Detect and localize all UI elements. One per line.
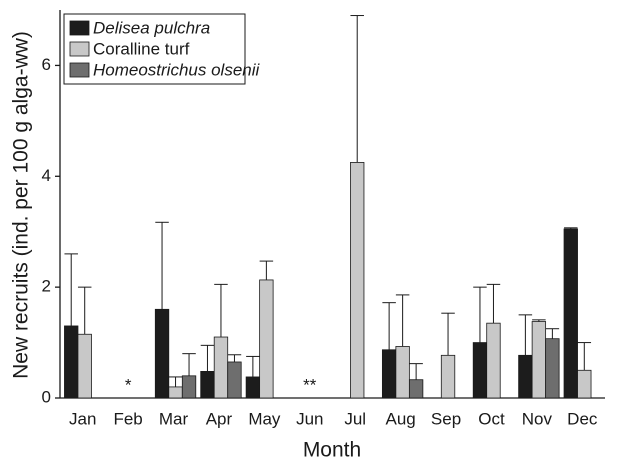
x-tick-label: Mar bbox=[159, 409, 189, 428]
x-tick-label: Aug bbox=[386, 409, 416, 428]
legend-swatch bbox=[69, 41, 90, 57]
bar bbox=[77, 333, 92, 399]
x-tick-label: Jan bbox=[69, 409, 96, 428]
legend-swatch bbox=[69, 62, 90, 78]
y-tick-label: 6 bbox=[42, 55, 51, 74]
bar bbox=[154, 308, 170, 399]
y-axis-label: New recruits (ind. per 100 g alga-ww) bbox=[10, 31, 33, 379]
y-tick-label: 0 bbox=[42, 387, 51, 406]
legend-label: Delisea pulchra bbox=[93, 18, 210, 37]
bar bbox=[577, 369, 592, 399]
bar bbox=[200, 370, 215, 399]
bar bbox=[563, 228, 578, 399]
bar bbox=[227, 361, 242, 399]
bar bbox=[245, 376, 261, 399]
legend-label: Coralline turf bbox=[93, 39, 190, 58]
annotation: * bbox=[125, 375, 132, 394]
y-tick-label: 4 bbox=[42, 166, 51, 185]
legend-label: Homeostrichus olsenii bbox=[93, 60, 261, 79]
x-tick-label: Oct bbox=[478, 409, 505, 428]
y-tick-label: 2 bbox=[42, 277, 51, 296]
bar bbox=[440, 354, 456, 399]
bar bbox=[168, 386, 183, 399]
x-tick-label: Nov bbox=[522, 409, 553, 428]
x-tick-label: Jun bbox=[296, 409, 323, 428]
bar bbox=[408, 379, 424, 399]
bar bbox=[213, 336, 229, 399]
x-tick-label: May bbox=[248, 409, 281, 428]
bar bbox=[181, 375, 197, 399]
x-axis-label: Month bbox=[303, 439, 361, 462]
bar bbox=[395, 346, 410, 399]
bar bbox=[350, 162, 365, 399]
bar bbox=[472, 342, 488, 399]
x-tick-label: Dec bbox=[567, 409, 598, 428]
bar bbox=[531, 321, 547, 399]
x-tick-label: Apr bbox=[206, 409, 233, 428]
bar bbox=[64, 325, 79, 399]
bar bbox=[518, 354, 533, 399]
x-tick-label: Feb bbox=[113, 409, 142, 428]
x-tick-label: Jul bbox=[344, 409, 366, 428]
bar bbox=[381, 349, 397, 399]
legend-swatch bbox=[69, 20, 90, 36]
bar bbox=[545, 338, 560, 399]
annotation: ** bbox=[303, 375, 317, 394]
x-tick-label: Sep bbox=[431, 409, 461, 428]
bar bbox=[259, 279, 274, 399]
legend-box bbox=[63, 13, 246, 85]
bar bbox=[486, 322, 501, 399]
